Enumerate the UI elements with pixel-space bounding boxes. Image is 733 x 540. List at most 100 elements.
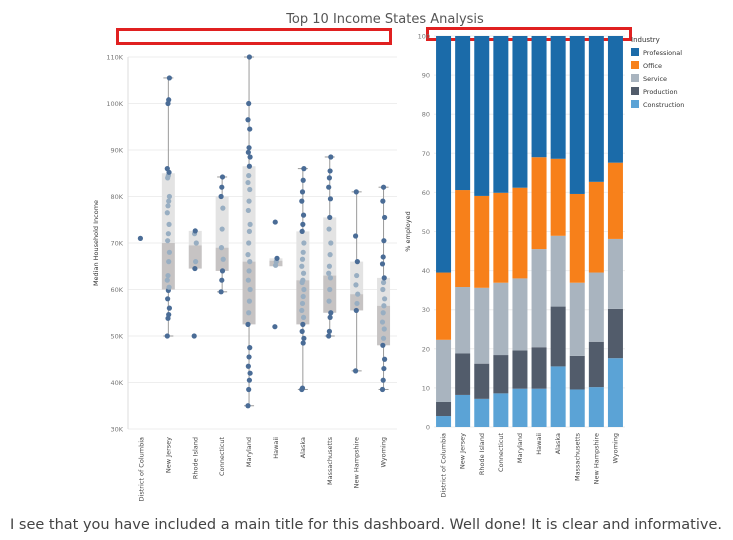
data-point [379, 386, 386, 393]
bar-x-tick-label: New Hampshire [592, 433, 600, 484]
stacked-segment-production [436, 401, 452, 417]
data-point [300, 340, 306, 346]
data-point [245, 207, 251, 214]
bar-y-tick-label: 100 [418, 33, 430, 41]
bar-x-tick-label: Hawaii [535, 433, 543, 455]
box-lower-half [188, 245, 202, 269]
box-x-tick-label: Alaska [299, 437, 307, 458]
bar-x-tick-label: Maryland [516, 433, 524, 463]
data-point [299, 256, 306, 262]
stacked-segment-production [531, 347, 547, 389]
data-point [381, 275, 387, 281]
box-x-tick-label: Rhode Island [191, 437, 199, 479]
bar-x-tick-label: Wyoming [611, 433, 619, 464]
data-point [247, 345, 253, 351]
data-point [192, 265, 198, 272]
data-point [299, 198, 305, 204]
data-point [166, 198, 172, 204]
bar-y-tick-label: 80 [422, 111, 430, 119]
bar-x-tick-label: Massachusetts [573, 432, 581, 481]
data-point [300, 270, 307, 276]
legend-item-label: Construction [643, 101, 684, 109]
data-point [245, 149, 251, 155]
data-point [299, 328, 305, 334]
box-y-tick-label: 70K [110, 240, 123, 248]
data-point [300, 321, 306, 327]
data-point [247, 286, 253, 293]
data-point [299, 300, 306, 307]
data-point [327, 214, 333, 221]
box-lower-half [323, 275, 337, 313]
box-upper-half [242, 166, 256, 262]
stacked-segment-service [550, 235, 566, 307]
legend-item-label: Office [643, 62, 662, 70]
bar-y-tick-label: 40 [422, 267, 430, 275]
stacked-segment-office [588, 181, 604, 273]
data-point [353, 368, 359, 374]
stacked-segment-construction [455, 394, 471, 427]
data-point [220, 256, 226, 262]
data-point [380, 184, 387, 190]
box-y-tick-label: 100K [106, 100, 123, 108]
data-point [381, 303, 387, 309]
box-x-tick-label: Massachusetts [326, 436, 334, 485]
data-point [379, 261, 386, 267]
data-point [299, 307, 305, 314]
data-point [245, 403, 251, 409]
data-point [300, 314, 307, 320]
stacked-segment-office [455, 190, 471, 288]
data-point [218, 289, 224, 295]
data-point [299, 189, 306, 195]
stacked-segment-service [607, 238, 623, 309]
stacked-segment-construction [531, 388, 547, 427]
data-point [246, 228, 252, 234]
data-point [328, 154, 334, 160]
title-highlight-box-right [426, 27, 632, 41]
data-point [246, 145, 252, 151]
data-point [247, 370, 253, 376]
stacked-segment-service [569, 282, 585, 356]
data-point [379, 319, 386, 325]
data-point [246, 240, 252, 246]
data-point [137, 235, 143, 241]
box-y-tick-label: 90K [110, 147, 123, 155]
data-point [382, 296, 388, 302]
stacked-segment-professional [512, 36, 528, 188]
data-point [246, 354, 252, 360]
stacked-segment-service [531, 249, 547, 348]
data-point [328, 240, 334, 246]
legend-swatch [631, 48, 639, 56]
bar-y-tick-label: 0 [426, 424, 430, 432]
data-point [326, 226, 332, 232]
stacked-segment-construction [550, 366, 566, 427]
bar-y-tick-label: 10 [422, 384, 430, 392]
data-point [380, 254, 386, 260]
data-point [300, 277, 306, 283]
data-point [220, 205, 226, 211]
stacked-segment-professional [493, 36, 509, 193]
data-point [166, 259, 172, 265]
data-point [301, 286, 307, 293]
data-point [166, 75, 172, 81]
box-lower-half [161, 243, 175, 290]
data-point [300, 293, 306, 300]
box-upper-half [323, 217, 337, 276]
data-point [245, 117, 251, 123]
legend-item-label: Production [643, 88, 678, 96]
data-point [299, 263, 305, 269]
stacked-segment-professional [550, 36, 566, 159]
box-x-tick-label: Wyoming [380, 437, 388, 468]
stacked-segment-service [474, 287, 490, 364]
data-point [193, 240, 199, 246]
stacked-segment-production [569, 355, 585, 390]
data-point [353, 282, 359, 288]
data-point [301, 240, 307, 246]
title-highlight-box-left [116, 28, 392, 45]
legend-swatch [631, 61, 639, 69]
data-point [246, 386, 252, 393]
data-point [166, 97, 172, 103]
box-y-tick-label: 30K [110, 426, 123, 434]
data-point [164, 277, 170, 283]
data-point [165, 296, 171, 302]
data-point [247, 221, 253, 227]
